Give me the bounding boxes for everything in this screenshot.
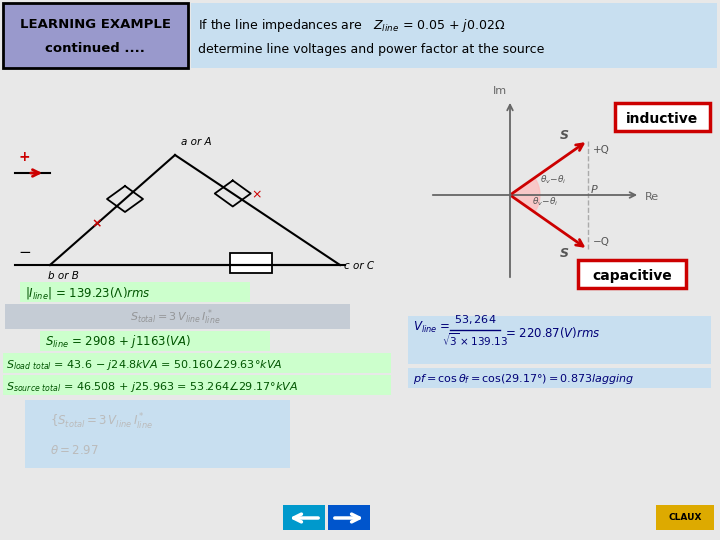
Text: a or A: a or A [181,137,212,147]
Text: b or B: b or B [48,271,79,281]
Text: $S_{total} = 3\,V_{line}\,I^*_{line}$: $S_{total} = 3\,V_{line}\,I^*_{line}$ [130,307,220,327]
Text: $S_{source\ total}$ = 46.508 + $j$25.963 = 53.264$\angle$29.17°$kVA$: $S_{source\ total}$ = 46.508 + $j$25.963… [6,379,298,394]
Text: $53,264$: $53,264$ [454,314,496,327]
Text: inductive: inductive [626,112,698,126]
Text: If the line impedances are   $Z_{line}$ = 0.05 + $j$0.02$\Omega$: If the line impedances are $Z_{line}$ = … [198,17,505,33]
Text: ×: × [251,188,262,201]
Text: $|I_{line}|$ = 139.23($\Lambda$)$rms$: $|I_{line}|$ = 139.23($\Lambda$)$rms$ [25,285,150,301]
Text: $\{S_{total} = 3\,V_{line}\,I^*_{line}$: $\{S_{total} = 3\,V_{line}\,I^*_{line}$ [50,412,153,432]
Bar [230,253,272,273]
Bar [656,505,714,530]
Text: P: P [591,185,598,195]
Bar [408,368,711,388]
Bar [3,3,188,68]
Bar [20,282,250,302]
Bar [408,316,711,364]
Bar [3,353,391,373]
Text: $\theta_v{-}\theta_i$: $\theta_v{-}\theta_i$ [532,196,558,208]
Text: +: + [18,150,30,164]
Text: Im: Im [493,86,507,96]
Text: ×: × [91,217,102,230]
Text: $S_{load\ total}$ = 43.6 $-$ $j$24.8$kVA$ = 50.160$\angle$29.63°$kVA$: $S_{load\ total}$ = 43.6 $-$ $j$24.8$kVA… [6,356,282,372]
Bar [3,375,391,395]
Text: $pf = \cos\theta_f = \cos(29.17°) = 0.873\mathit{lagging}$: $pf = \cos\theta_f = \cos(29.17°) = 0.87… [413,372,634,386]
Text: c or C: c or C [344,261,374,271]
Text: $V_{line}$ =: $V_{line}$ = [413,320,451,335]
Text: $\theta = 2.97$: $\theta = 2.97$ [50,443,99,456]
Bar [328,505,370,530]
Text: determine line voltages and power factor at the source: determine line voltages and power factor… [198,44,544,57]
Text: CLAUX: CLAUX [668,514,702,523]
Text: = 220.87($V$)$rms$: = 220.87($V$)$rms$ [505,325,600,340]
Bar [5,304,350,329]
Text: $\theta_v{-}\theta_i$: $\theta_v{-}\theta_i$ [540,173,566,186]
Bar [283,505,325,530]
Polygon shape [510,178,540,212]
Text: LEARNING EXAMPLE: LEARNING EXAMPLE [19,17,171,30]
Text: capacitive: capacitive [592,269,672,283]
Bar [615,103,710,131]
Text: −: − [18,245,31,260]
Bar [25,400,290,468]
Bar [40,331,270,351]
Bar [578,260,686,288]
Text: $\sqrt{3} \times 139.13$: $\sqrt{3} \times 139.13$ [442,332,508,348]
Bar [191,3,717,68]
Text: +Q: +Q [593,145,610,154]
Text: continued ....: continued .... [45,42,145,55]
Text: S: S [560,129,569,141]
Text: −Q: −Q [593,238,610,247]
Text: Re: Re [645,192,659,202]
Text: S: S [560,247,569,260]
Text: $S_{line}$ = 2908 + $j$1163($VA$): $S_{line}$ = 2908 + $j$1163($VA$) [45,334,192,350]
